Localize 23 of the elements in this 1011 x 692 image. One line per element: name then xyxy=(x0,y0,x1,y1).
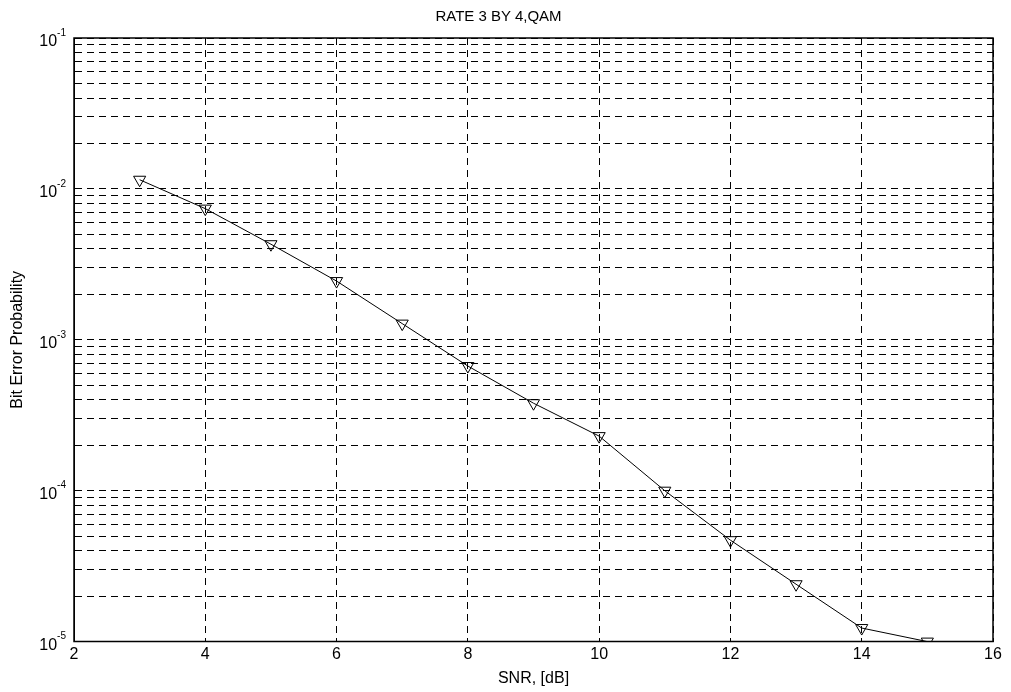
x-tick-label: 12 xyxy=(721,644,740,662)
point xyxy=(658,486,672,499)
point xyxy=(592,432,606,444)
x-tick-label: 2 xyxy=(69,644,79,662)
point xyxy=(526,399,541,411)
y-axis-title: Bit Error Probability xyxy=(8,270,26,409)
point xyxy=(789,580,803,592)
point xyxy=(330,277,344,289)
point xyxy=(723,536,737,548)
point xyxy=(461,362,475,374)
x-axis-title: SNR, [dB] xyxy=(497,668,570,686)
point xyxy=(133,175,147,188)
x-tick-label: 14 xyxy=(852,644,871,662)
x-tick-label: 16 xyxy=(984,644,1002,662)
x-tick-label: 4 xyxy=(200,644,210,662)
x-tick-label: 6 xyxy=(332,644,342,662)
x-tick-label: 8 xyxy=(463,644,473,662)
x-tick-label: 10 xyxy=(590,644,609,662)
point xyxy=(395,319,409,332)
point xyxy=(264,240,278,252)
point xyxy=(198,204,212,217)
chart-title: RATE 3 BY 4,QAM xyxy=(435,7,562,25)
point xyxy=(855,624,869,636)
